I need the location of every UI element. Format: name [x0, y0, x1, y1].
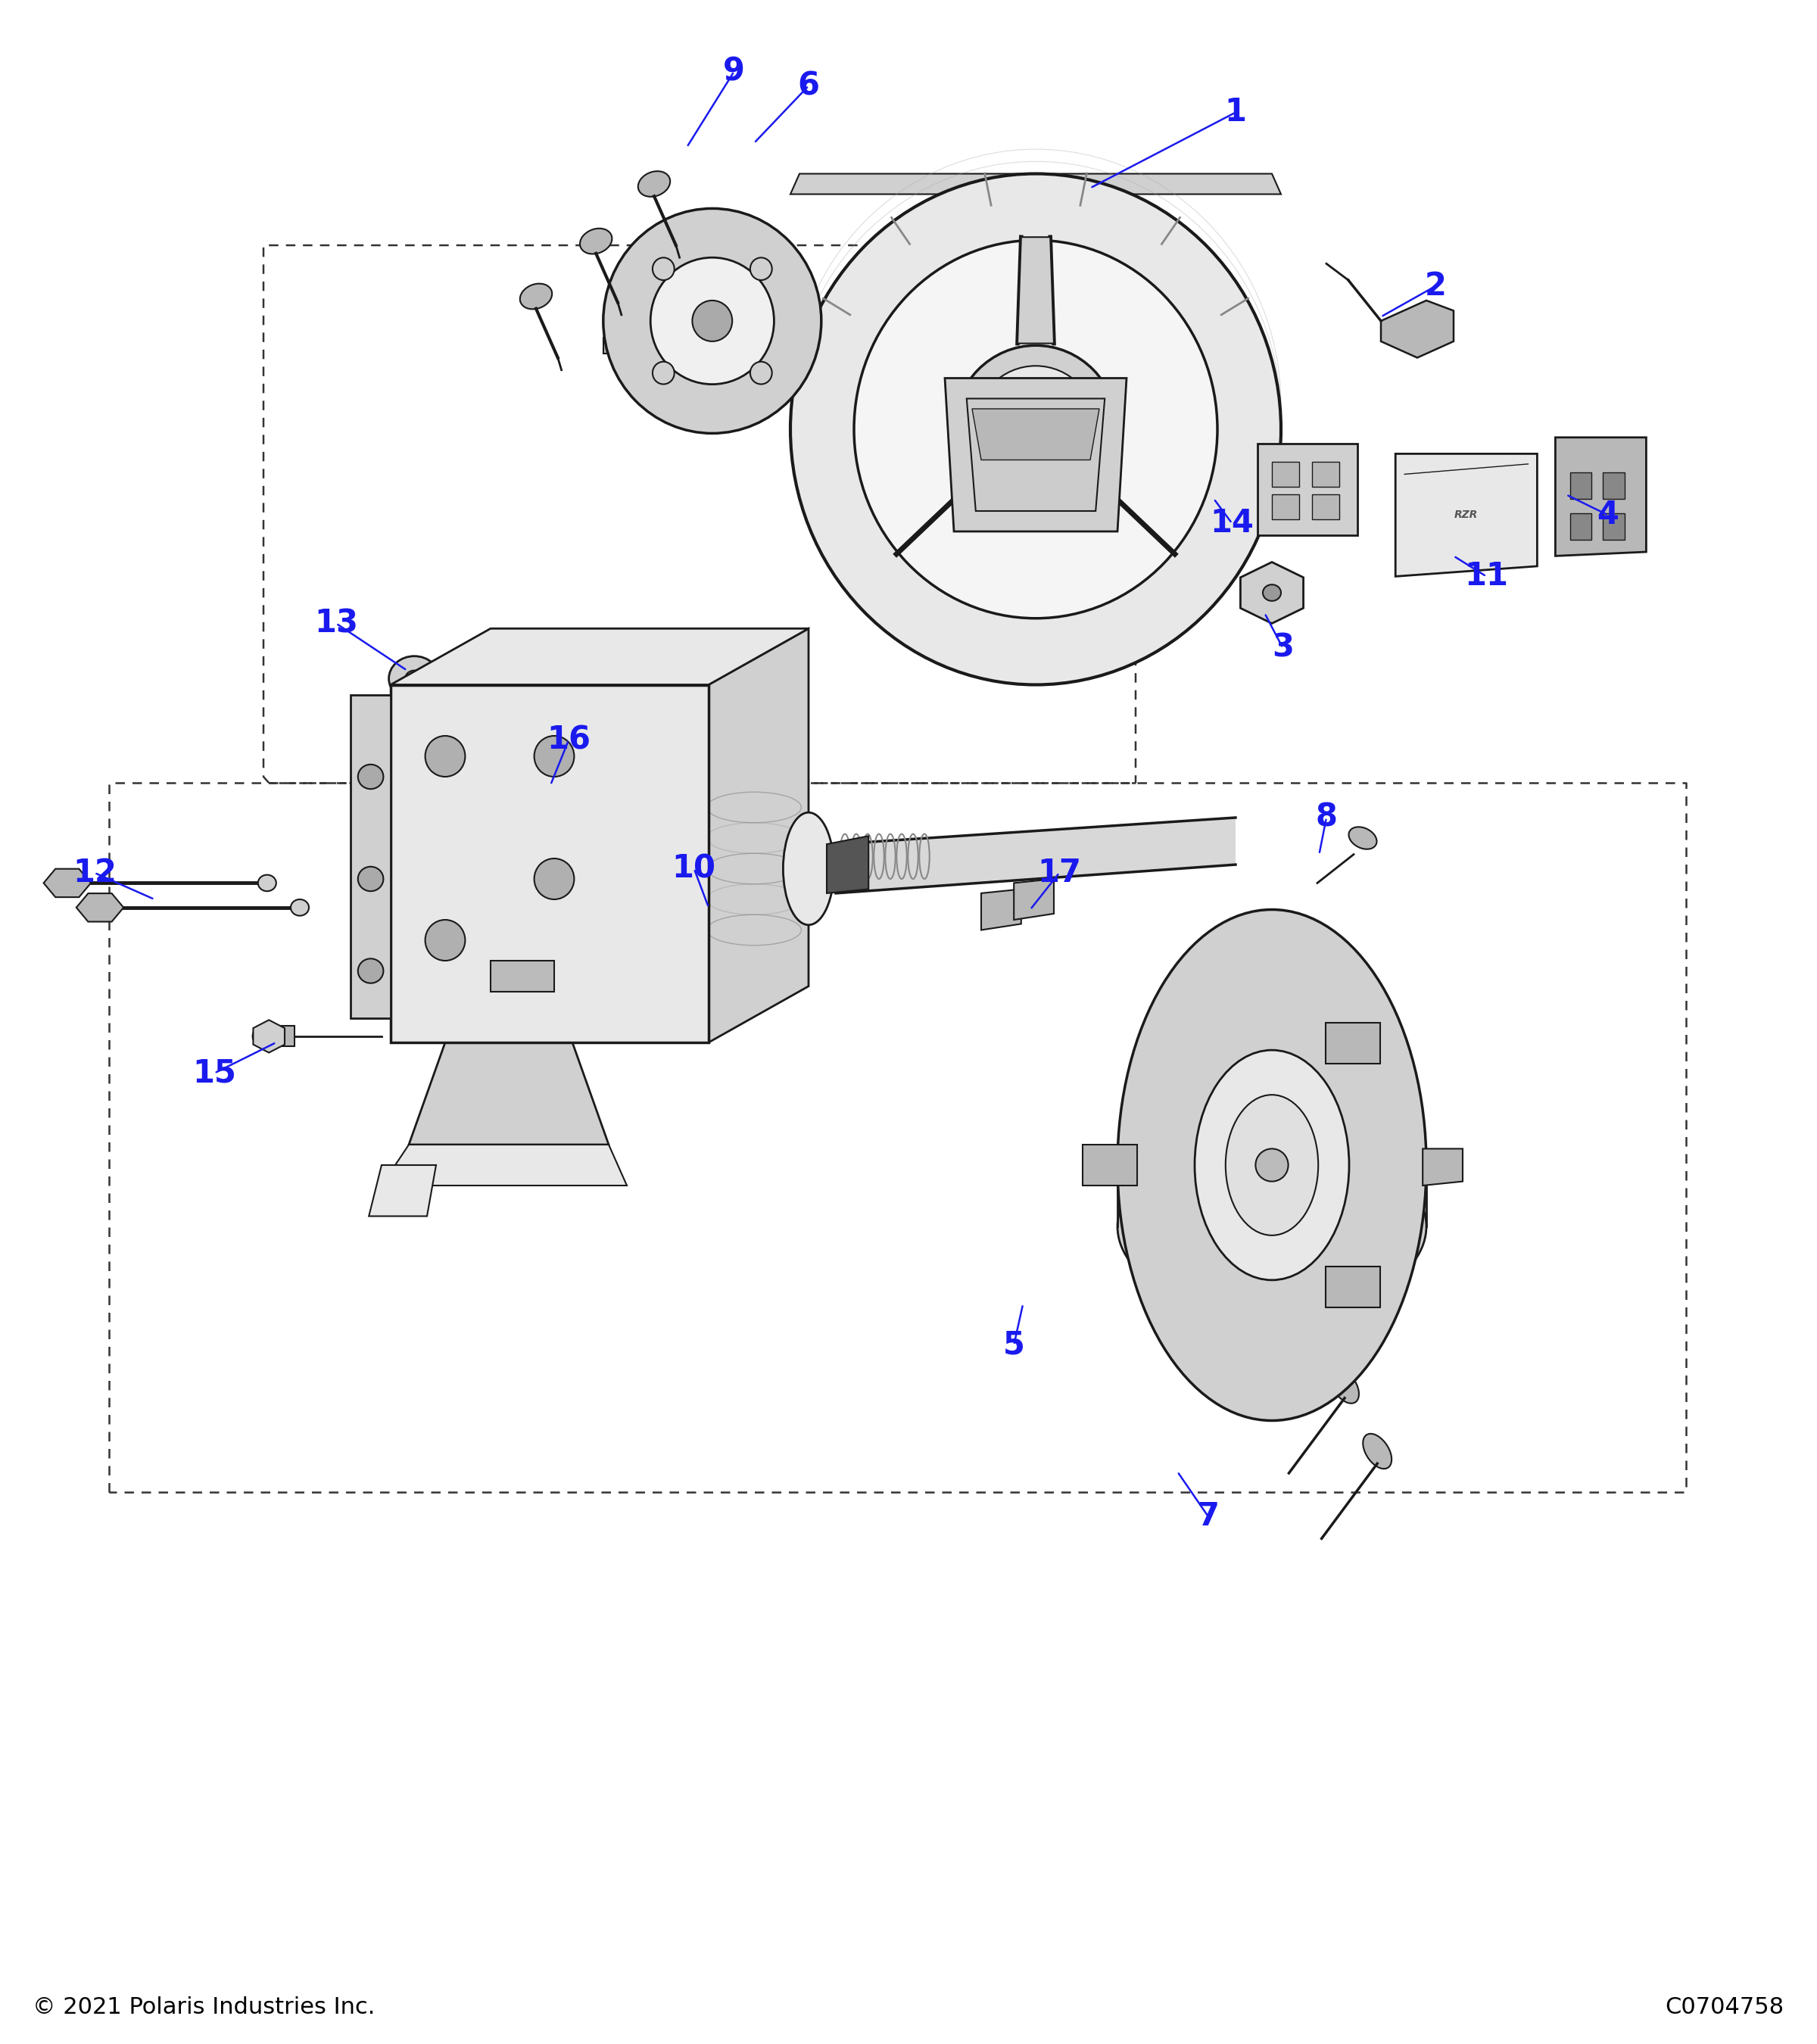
Polygon shape	[1083, 1145, 1137, 1186]
Ellipse shape	[1330, 1367, 1359, 1404]
Ellipse shape	[358, 959, 383, 983]
Polygon shape	[959, 419, 981, 501]
Polygon shape	[1603, 513, 1624, 540]
Polygon shape	[827, 836, 869, 893]
Text: 12: 12	[73, 856, 116, 889]
Ellipse shape	[389, 656, 440, 701]
Text: RZR: RZR	[1454, 509, 1479, 521]
Ellipse shape	[783, 814, 834, 926]
Ellipse shape	[1263, 585, 1281, 601]
Ellipse shape	[790, 174, 1281, 685]
Polygon shape	[1014, 879, 1054, 920]
Polygon shape	[709, 630, 809, 1042]
Polygon shape	[369, 1165, 436, 1216]
Text: 14: 14	[1210, 507, 1254, 540]
Ellipse shape	[1117, 1136, 1426, 1316]
Ellipse shape	[652, 258, 674, 280]
Text: 8: 8	[1316, 801, 1337, 834]
Text: © 2021 Polaris Industries Inc.: © 2021 Polaris Industries Inc.	[33, 1997, 374, 2017]
Ellipse shape	[1225, 1096, 1319, 1235]
Polygon shape	[1570, 472, 1592, 499]
Text: 4: 4	[1597, 499, 1619, 531]
Ellipse shape	[580, 229, 612, 253]
Text: 9: 9	[723, 55, 745, 88]
Ellipse shape	[405, 670, 423, 687]
Text: 7: 7	[1197, 1500, 1219, 1533]
Polygon shape	[945, 378, 1127, 531]
Polygon shape	[1603, 472, 1624, 499]
Ellipse shape	[750, 362, 772, 384]
Polygon shape	[836, 818, 1236, 893]
Polygon shape	[269, 1026, 294, 1047]
Polygon shape	[967, 399, 1105, 511]
Text: 15: 15	[193, 1057, 236, 1089]
Ellipse shape	[1117, 910, 1426, 1421]
Ellipse shape	[638, 172, 670, 196]
Text: C0704758: C0704758	[1666, 1997, 1784, 2017]
Ellipse shape	[1348, 828, 1377, 848]
Polygon shape	[981, 889, 1021, 930]
Polygon shape	[1312, 462, 1339, 486]
Ellipse shape	[258, 875, 276, 891]
Text: 3: 3	[1272, 632, 1294, 664]
Ellipse shape	[358, 764, 383, 789]
Polygon shape	[1241, 562, 1303, 623]
Polygon shape	[972, 409, 1099, 460]
Ellipse shape	[358, 867, 383, 891]
Ellipse shape	[1196, 1051, 1348, 1280]
Ellipse shape	[652, 362, 674, 384]
Polygon shape	[1326, 1022, 1381, 1063]
Text: 13: 13	[314, 607, 358, 640]
Polygon shape	[1090, 419, 1112, 501]
Polygon shape	[409, 1042, 609, 1145]
Polygon shape	[1555, 437, 1646, 556]
Polygon shape	[382, 1145, 627, 1186]
Polygon shape	[1257, 444, 1357, 536]
Ellipse shape	[534, 736, 574, 777]
Polygon shape	[253, 1020, 285, 1053]
Ellipse shape	[603, 208, 821, 433]
Polygon shape	[1326, 1267, 1381, 1308]
Polygon shape	[1272, 462, 1299, 486]
Polygon shape	[1423, 1149, 1463, 1186]
Polygon shape	[1312, 495, 1339, 519]
Polygon shape	[391, 685, 709, 1042]
Ellipse shape	[750, 258, 772, 280]
Text: 16: 16	[547, 724, 591, 756]
Polygon shape	[391, 630, 809, 685]
Polygon shape	[603, 337, 821, 354]
Polygon shape	[1570, 513, 1592, 540]
Ellipse shape	[425, 920, 465, 961]
Ellipse shape	[692, 300, 732, 341]
Ellipse shape	[707, 777, 801, 961]
Text: 6: 6	[798, 69, 819, 102]
Polygon shape	[1381, 300, 1454, 358]
Text: 17: 17	[1038, 856, 1081, 889]
Text: 1: 1	[1225, 96, 1246, 129]
Polygon shape	[491, 961, 554, 991]
Ellipse shape	[425, 736, 465, 777]
Ellipse shape	[291, 899, 309, 916]
Text: 10: 10	[672, 852, 716, 885]
Ellipse shape	[1363, 1433, 1392, 1470]
Ellipse shape	[974, 366, 1097, 493]
Ellipse shape	[650, 258, 774, 384]
Polygon shape	[44, 869, 91, 897]
Polygon shape	[1018, 237, 1054, 343]
Ellipse shape	[561, 746, 594, 775]
Polygon shape	[351, 695, 391, 1018]
Text: 5: 5	[1003, 1329, 1025, 1361]
Ellipse shape	[534, 858, 574, 899]
Ellipse shape	[1256, 1149, 1288, 1181]
Ellipse shape	[253, 1026, 274, 1047]
Polygon shape	[790, 174, 1281, 194]
Polygon shape	[76, 893, 124, 922]
Polygon shape	[1395, 454, 1537, 576]
Text: 2: 2	[1425, 270, 1446, 303]
Ellipse shape	[520, 284, 552, 309]
Polygon shape	[1272, 495, 1299, 519]
Ellipse shape	[954, 345, 1117, 513]
Text: 11: 11	[1465, 560, 1508, 593]
Ellipse shape	[854, 241, 1217, 617]
